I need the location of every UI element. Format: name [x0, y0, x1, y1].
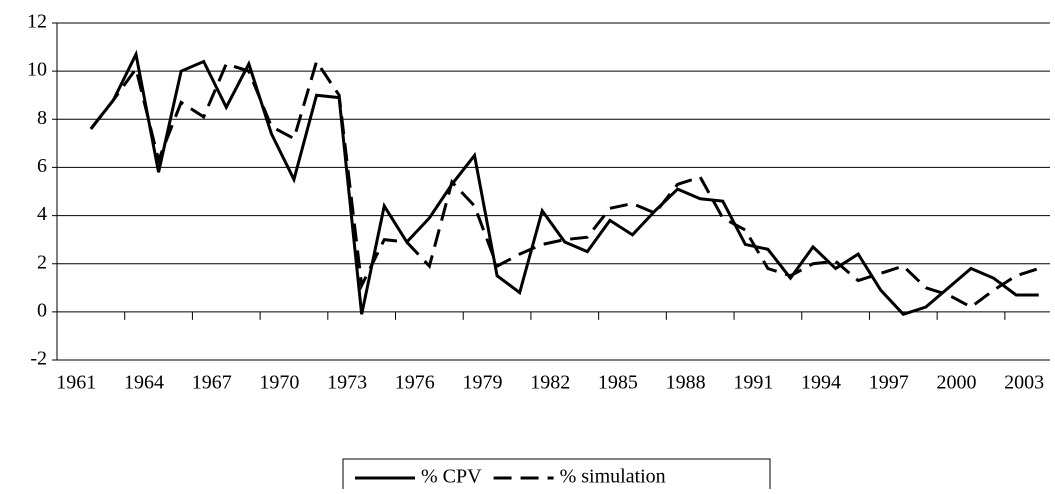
x-tick-label: 1988 — [666, 372, 706, 394]
y-tick-label: 0 — [37, 299, 47, 321]
x-tick-label: 1979 — [463, 372, 503, 394]
x-tick-label: 1976 — [395, 372, 435, 394]
y-tick-label: 2 — [37, 251, 47, 273]
series-line — [89, 58, 1040, 309]
series-line — [89, 49, 1039, 316]
x-tick-label: 1991 — [733, 372, 773, 394]
y-tick-label: 12 — [27, 11, 47, 33]
y-tick-label: 4 — [37, 203, 47, 225]
x-tick-label: 2003 — [1004, 372, 1044, 394]
x-tick-label: 1961 — [56, 372, 96, 394]
x-tick-label: 1997 — [869, 372, 909, 394]
legend-label: % simulation — [560, 466, 666, 488]
x-tick-label: 2000 — [936, 372, 976, 394]
x-tick-label: 1967 — [192, 372, 232, 394]
x-tick-label: 1973 — [327, 372, 367, 394]
x-tick-label: 1985 — [598, 372, 638, 394]
x-tick-label: 1970 — [259, 372, 299, 394]
y-tick-label: 8 — [37, 107, 47, 129]
x-tick-label: 1964 — [124, 372, 164, 394]
y-tick-label: 6 — [37, 155, 47, 177]
y-tick-label: 10 — [27, 59, 47, 81]
legend-box — [342, 458, 771, 494]
legend-label: % CPV — [421, 466, 482, 488]
y-tick-label: -2 — [30, 348, 47, 370]
x-tick-label: 1994 — [801, 372, 841, 394]
x-tick-label: 1982 — [530, 372, 570, 394]
